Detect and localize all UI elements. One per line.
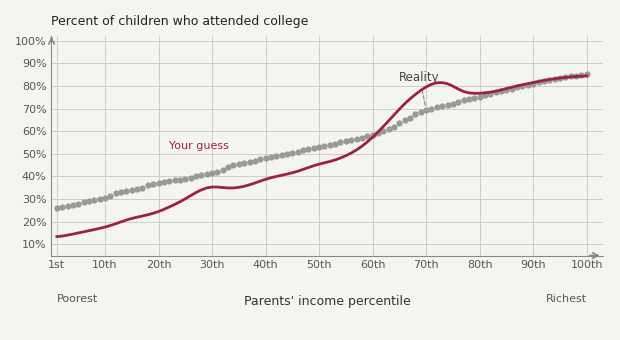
Text: Richest: Richest [546, 294, 587, 304]
Text: Poorest: Poorest [57, 294, 98, 304]
X-axis label: Parents' income percentile: Parents' income percentile [244, 295, 410, 308]
Text: Reality: Reality [399, 71, 440, 107]
Text: Percent of children who attended college: Percent of children who attended college [51, 15, 309, 28]
Text: Your guess: Your guess [169, 141, 229, 151]
